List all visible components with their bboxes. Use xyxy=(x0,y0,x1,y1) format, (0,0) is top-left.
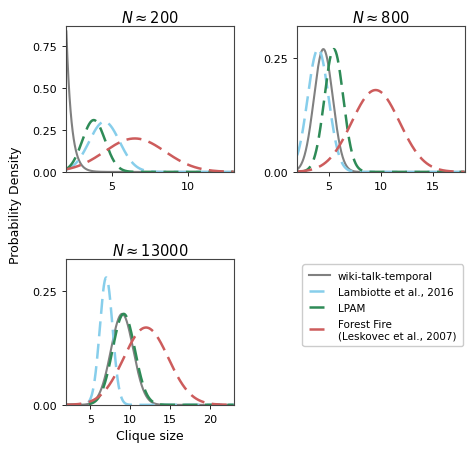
X-axis label: Clique size: Clique size xyxy=(116,430,184,442)
Title: $N \approx 13000$: $N \approx 13000$ xyxy=(112,243,188,258)
Title: $N \approx 800$: $N \approx 800$ xyxy=(352,10,410,26)
Legend: wiki-talk-temporal, Lambiotte et al., 2016, LPAM, Forest Fire
(Leskovec et al., : wiki-talk-temporal, Lambiotte et al., 20… xyxy=(302,265,463,347)
Text: Probability Density: Probability Density xyxy=(9,146,22,263)
Title: $N \approx 200$: $N \approx 200$ xyxy=(121,10,179,26)
